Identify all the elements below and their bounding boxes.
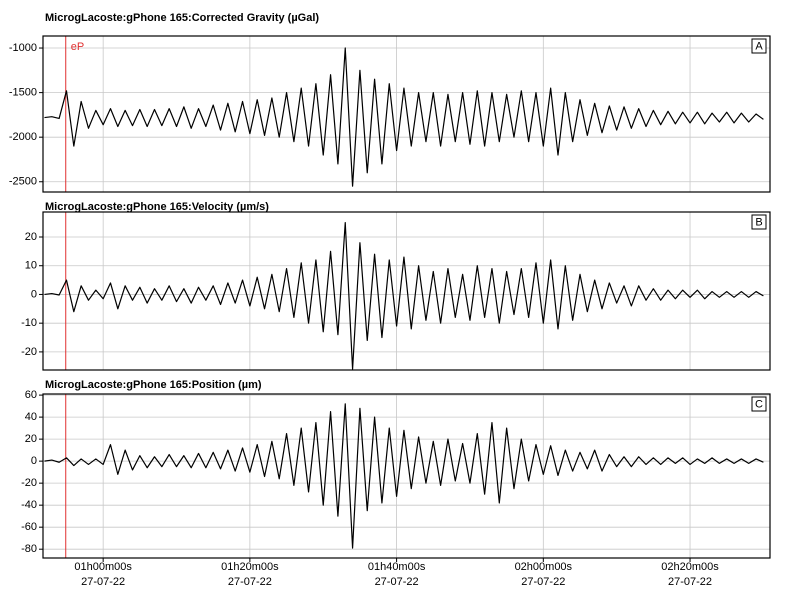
waveform	[44, 222, 764, 370]
phase-label: eP	[71, 41, 84, 53]
plot-frame	[42, 211, 771, 371]
panel-label: A	[755, 40, 763, 52]
y-tick-label: -60	[21, 521, 37, 533]
y-tick-label: 60	[25, 389, 37, 401]
plot-frame	[42, 393, 771, 559]
y-tick-label: -20	[21, 477, 37, 489]
panel-label-box	[751, 214, 767, 230]
x-tick-label: 01h40m00s	[368, 561, 426, 573]
x-tick-label: 02h20m00s	[661, 561, 719, 573]
x-tick-sublabel: 27-07-22	[521, 576, 565, 588]
x-tick-sublabel: 27-07-22	[668, 576, 712, 588]
y-tick-label: -2500	[9, 176, 37, 188]
y-tick-label: -2000	[9, 131, 37, 143]
y-tick-label: 40	[25, 411, 37, 423]
y-tick-label: -40	[21, 499, 37, 511]
panel-title: MicrogLacoste:gPhone 165:Velocity (µm/s)	[45, 201, 269, 213]
plot-background	[43, 212, 770, 370]
x-tick-label: 01h00m00s	[74, 561, 132, 573]
y-tick-label: -10	[21, 317, 37, 329]
panel-label: B	[755, 216, 762, 228]
waveform	[44, 403, 764, 549]
y-tick-label: 10	[25, 260, 37, 272]
y-tick-label: 0	[31, 288, 37, 300]
plot-background	[43, 36, 770, 192]
y-tick-label: -80	[21, 543, 37, 555]
panel-label: C	[755, 398, 763, 410]
y-tick-label: -1500	[9, 87, 37, 99]
y-tick-label: 20	[25, 433, 37, 445]
waveform	[44, 47, 764, 187]
y-tick-label: 0	[31, 455, 37, 467]
y-tick-label: -1000	[9, 42, 37, 54]
x-tick-sublabel: 27-07-22	[375, 576, 419, 588]
panel-label-box	[751, 396, 767, 412]
x-tick-sublabel: 27-07-22	[81, 576, 125, 588]
plot-background	[43, 394, 770, 558]
plot-frame	[42, 35, 771, 193]
panel-label-box	[751, 38, 767, 54]
x-tick-label: 02h00m00s	[515, 561, 573, 573]
x-tick-label: 01h20m00s	[221, 561, 279, 573]
panel-title: MicrogLacoste:gPhone 165:Position (µm)	[45, 379, 262, 391]
y-tick-label: -20	[21, 346, 37, 358]
y-tick-label: 20	[25, 231, 37, 243]
panel-title: MicrogLacoste:gPhone 165:Corrected Gravi…	[45, 12, 319, 24]
x-tick-sublabel: 27-07-22	[228, 576, 272, 588]
